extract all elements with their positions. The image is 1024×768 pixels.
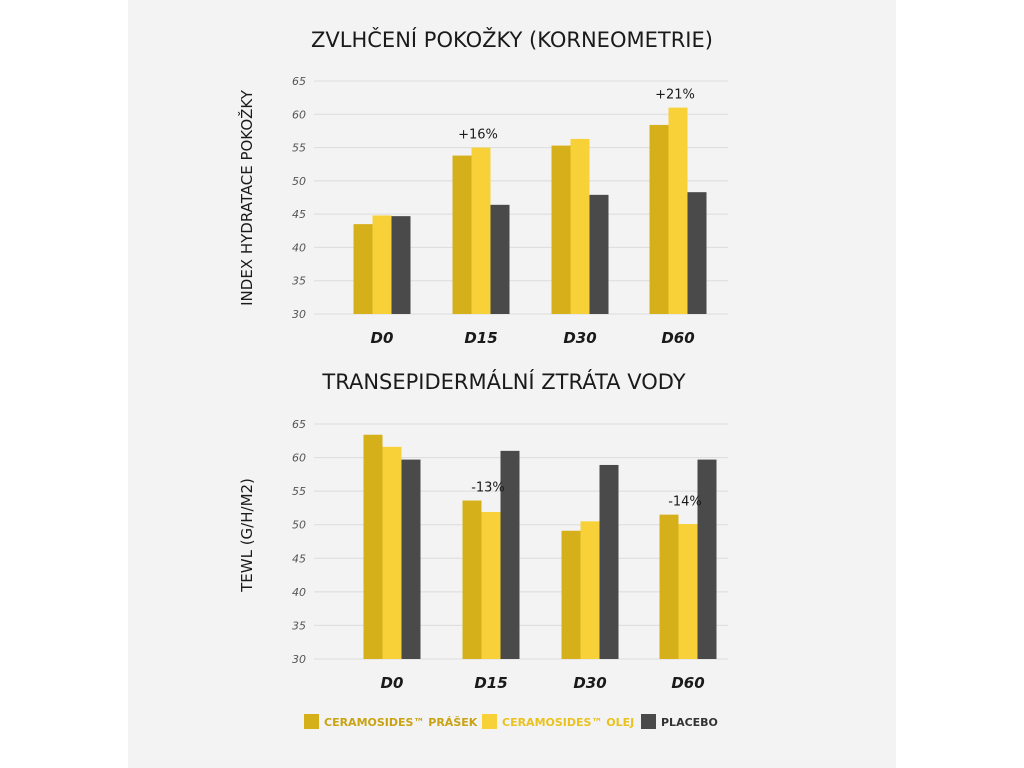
y-tick-label: 45 xyxy=(292,208,306,221)
chart2-plot: 30 35 40 45 50 55 60 65 D0 D15 D30 D60 -13% -14% xyxy=(292,418,728,692)
y-tick-label: 65 xyxy=(292,75,306,88)
bar xyxy=(452,155,472,314)
bar xyxy=(382,446,402,659)
y-tick-label: 35 xyxy=(292,275,306,288)
chart2-ylabel: TEWL (G/H/M2) xyxy=(238,478,256,593)
category-label: D30 xyxy=(563,329,596,347)
data-annotation: +16% xyxy=(458,128,498,143)
y-tick-label: 60 xyxy=(292,452,306,465)
legend: CERAMOSIDES™ PRÁŠEK CERAMOSIDES™ OLEJ PLAC… xyxy=(304,714,718,729)
bar xyxy=(599,464,619,659)
y-tick-label: 50 xyxy=(292,175,306,188)
bar xyxy=(363,434,383,659)
chart1-plot: 30 35 40 45 50 55 60 65 D0 D15 D30 D60 +16% +21% xyxy=(292,75,728,347)
chart1-ylabel: INDEX HYDRATACE POKOŽKY xyxy=(237,89,256,306)
y-tick-label: 45 xyxy=(292,552,306,565)
y-tick-label: 50 xyxy=(292,519,306,532)
bar xyxy=(589,194,609,314)
bar xyxy=(697,459,717,659)
bar xyxy=(353,224,373,314)
bar xyxy=(462,500,482,659)
bar xyxy=(678,524,698,659)
bar xyxy=(500,450,520,659)
data-annotation: -14% xyxy=(668,495,702,510)
legend-swatch xyxy=(482,714,497,729)
y-tick-label: 55 xyxy=(292,142,306,155)
bar xyxy=(471,147,491,314)
bar xyxy=(551,145,571,314)
legend-swatch xyxy=(641,714,656,729)
bar xyxy=(580,521,600,659)
legend-label: CERAMOSIDES™ OLEJ xyxy=(502,716,634,729)
y-tick-label: 30 xyxy=(292,308,306,321)
bar xyxy=(570,138,590,314)
y-tick-label: 65 xyxy=(292,418,306,431)
bar xyxy=(687,192,707,314)
category-label: D60 xyxy=(661,329,694,347)
category-label: D0 xyxy=(371,329,394,347)
legend-swatch xyxy=(304,714,319,729)
y-tick-label: 55 xyxy=(292,485,306,498)
category-label: D15 xyxy=(464,329,497,347)
data-annotation: +21% xyxy=(655,88,695,103)
legend-label: PLACEBO xyxy=(661,716,718,729)
y-tick-label: 40 xyxy=(292,241,306,254)
data-annotation: -13% xyxy=(471,481,505,496)
chart2-title: TRANSEPIDERMÁLNÍ ZTRÁTA VODY xyxy=(321,369,685,394)
bar xyxy=(391,216,411,314)
y-tick-label: 30 xyxy=(292,653,306,666)
y-tick-label: 60 xyxy=(292,108,306,121)
legend-label: CERAMOSIDES™ PRÁŠEK xyxy=(324,716,478,729)
chart1-title: ZVLHČENÍ POKOŽKY (KORNEOMETRIE) xyxy=(311,27,713,52)
bar xyxy=(649,124,669,315)
category-label: D15 xyxy=(474,674,507,692)
bar xyxy=(481,511,501,659)
category-label: D0 xyxy=(381,674,404,692)
category-label: D30 xyxy=(573,674,606,692)
bar xyxy=(561,530,581,659)
y-tick-label: 35 xyxy=(292,619,306,632)
bar xyxy=(490,204,510,314)
category-label: D60 xyxy=(671,674,704,692)
bar xyxy=(659,514,679,659)
bar xyxy=(372,215,392,314)
bar xyxy=(668,107,688,314)
y-tick-label: 40 xyxy=(292,586,306,599)
bar xyxy=(401,459,421,659)
